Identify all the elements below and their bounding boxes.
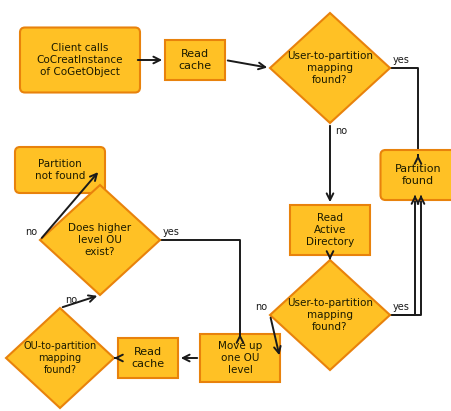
Text: no: no bbox=[65, 295, 77, 305]
FancyBboxPatch shape bbox=[165, 40, 225, 80]
Text: Partition
not found: Partition not found bbox=[35, 159, 85, 181]
Text: Read
cache: Read cache bbox=[178, 49, 211, 71]
Text: Does higher
level OU
exist?: Does higher level OU exist? bbox=[68, 224, 131, 256]
FancyBboxPatch shape bbox=[380, 150, 451, 200]
FancyBboxPatch shape bbox=[20, 28, 140, 92]
FancyBboxPatch shape bbox=[15, 147, 105, 193]
Text: no: no bbox=[254, 302, 267, 312]
Text: Move up
one OU
level: Move up one OU level bbox=[217, 342, 262, 374]
Polygon shape bbox=[269, 260, 389, 370]
Text: yes: yes bbox=[392, 302, 409, 312]
FancyBboxPatch shape bbox=[290, 205, 369, 255]
Text: yes: yes bbox=[392, 55, 409, 65]
Polygon shape bbox=[6, 308, 114, 408]
Text: no: no bbox=[334, 126, 346, 136]
Text: no: no bbox=[25, 227, 37, 237]
Polygon shape bbox=[269, 13, 389, 123]
Text: OU-to-partition
mapping
found?: OU-to-partition mapping found? bbox=[23, 342, 97, 374]
FancyBboxPatch shape bbox=[199, 334, 279, 382]
Text: Partition
found: Partition found bbox=[394, 164, 440, 186]
Text: Read
cache: Read cache bbox=[131, 347, 164, 369]
Text: User-to-partition
mapping
found?: User-to-partition mapping found? bbox=[286, 298, 372, 332]
Text: Client calls
CoCreatInstance
of CoGetObject: Client calls CoCreatInstance of CoGetObj… bbox=[37, 44, 123, 76]
Text: User-to-partition
mapping
found?: User-to-partition mapping found? bbox=[286, 51, 372, 85]
Text: Read
Active
Directory: Read Active Directory bbox=[305, 213, 353, 247]
Polygon shape bbox=[40, 185, 160, 295]
Text: yes: yes bbox=[163, 227, 179, 237]
FancyBboxPatch shape bbox=[118, 338, 178, 378]
